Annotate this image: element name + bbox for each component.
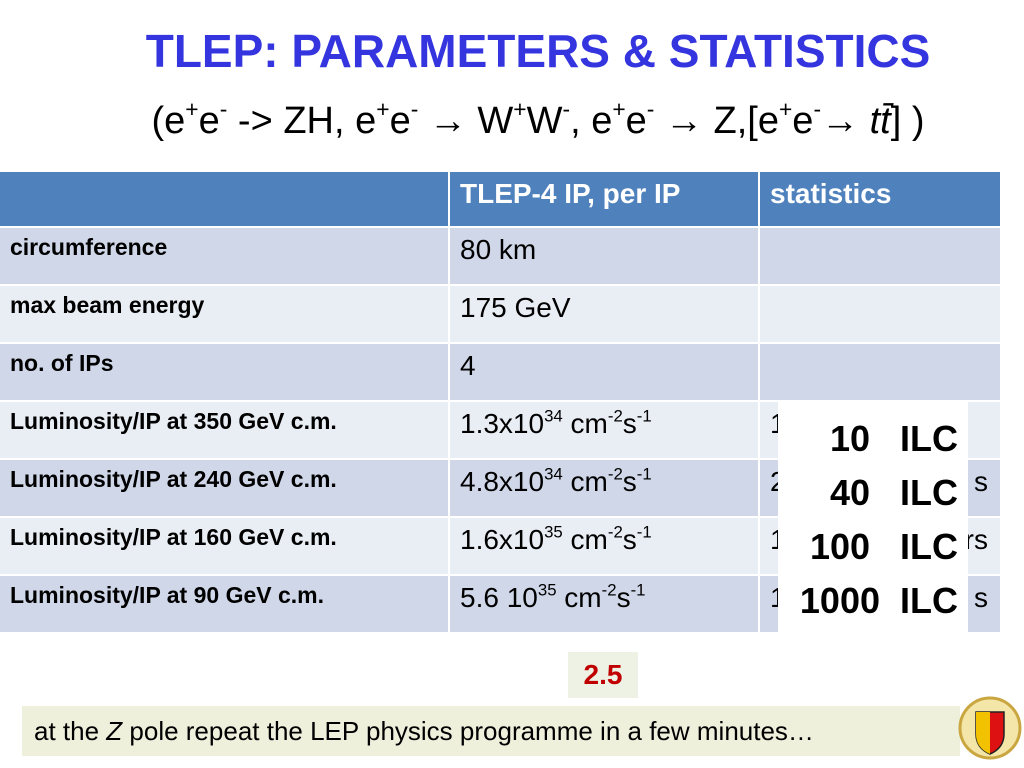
text-run: → W: [418, 100, 514, 142]
statistics-cell: [760, 286, 1000, 342]
text-run: (e: [151, 100, 186, 142]
overlay-line: 100 ILC: [809, 526, 958, 567]
superscript: 35: [544, 522, 563, 542]
value-cell: 4.8x1034 cm-2s-1: [450, 460, 758, 516]
text-run: → Z,[e: [654, 100, 779, 142]
superscript: -2: [601, 580, 617, 600]
superscript: -: [410, 96, 419, 123]
text-run: 1.3x10: [460, 408, 545, 439]
superscript: +: [513, 96, 527, 123]
row-label: max beam energy: [0, 286, 448, 342]
value-cell: 5.6 1035 cm-2s-1: [450, 576, 758, 632]
header-cell: TLEP-4 IP, per IP: [450, 172, 758, 226]
value-cell: 1.3x1034 cm-2s-1: [450, 402, 758, 458]
text-run: -> ZH, e: [227, 100, 377, 142]
text-run: s: [616, 582, 631, 613]
superscript: -2: [607, 522, 623, 542]
row-label: circumference: [0, 228, 448, 284]
text-run: cm: [562, 524, 608, 555]
superscript: +: [612, 96, 626, 123]
text-run: tt̄: [869, 100, 891, 142]
superscript: -1: [636, 522, 652, 542]
text-run: 4.8x10: [460, 466, 545, 497]
statistics-text: s: [974, 582, 988, 613]
superscript: +: [778, 96, 793, 123]
superscript: -2: [607, 464, 623, 484]
text-run: e: [198, 100, 220, 142]
row-label: Luminosity/IP at 160 GeV c.m.: [0, 518, 448, 574]
superscript: -: [219, 96, 228, 123]
text-run: cm: [562, 466, 608, 497]
text-run: 5.6 10: [460, 582, 538, 613]
text-run: cm: [562, 408, 608, 439]
superscript: -1: [630, 580, 646, 600]
value-cell: 80 km: [450, 228, 758, 284]
value-cell: 4: [450, 344, 758, 400]
statistics-cell: [760, 228, 1000, 284]
text-run: W: [526, 100, 563, 142]
title: TLEP: PARAMETERS & STATISTICS: [145, 25, 931, 77]
overlay-line: 1000 ILC: [799, 580, 958, 621]
superscript: -: [562, 96, 571, 123]
text-run: e: [792, 100, 814, 142]
text-run: at the: [34, 716, 107, 746]
row-label: Luminosity/IP at 90 GeV c.m.: [0, 576, 448, 632]
row-label: Luminosity/IP at 240 GeV c.m.: [0, 460, 448, 516]
superscript: 35: [537, 580, 557, 600]
superscript: 34: [544, 406, 563, 426]
superscript: +: [376, 96, 390, 123]
logo: [958, 696, 1022, 760]
value-cell: 1.6x1035 cm-2s-1: [450, 518, 758, 574]
superscript: -1: [636, 406, 652, 426]
overlay-line: 40 ILC: [829, 472, 958, 513]
text-run: 1.6x10: [460, 524, 545, 555]
row-label: Luminosity/IP at 350 GeV c.m.: [0, 402, 448, 458]
text-run: s: [622, 466, 637, 497]
superscript: -1: [636, 464, 652, 484]
statistics-cell: [760, 344, 1000, 400]
superscript: 34: [544, 464, 563, 484]
row-label: no. of IPs: [0, 344, 448, 400]
superscript: +: [185, 96, 199, 123]
text-run: ] ): [890, 100, 925, 142]
badge: 2.5: [568, 652, 638, 698]
value-cell: 175 GeV: [450, 286, 758, 342]
overlay-box: 10 ILC 40 ILC 100 ILC 1000 ILC: [778, 400, 968, 632]
superscript: -2: [607, 406, 623, 426]
overlay-line: 10 ILC: [829, 418, 958, 459]
superscript: -: [646, 96, 655, 123]
header-cell: statistics: [760, 172, 1000, 226]
text-run: e: [389, 100, 411, 142]
footer: at the Z pole repeat the LEP physics pro…: [22, 706, 960, 756]
text-run: s: [622, 524, 637, 555]
header-cell: [0, 172, 448, 226]
subtitle: (e+e- -> ZH, e+e- → W+W-, e+e- → Z,[e+e-…: [0, 98, 1024, 143]
text-run: e: [625, 100, 647, 142]
text-run: pole repeat the LEP physics programme in…: [122, 716, 814, 746]
text-run: , e: [570, 100, 613, 142]
text-run: Z: [106, 716, 123, 746]
statistics-text: rs: [964, 524, 988, 555]
text-run: s: [622, 408, 637, 439]
statistics-text: s: [974, 466, 988, 497]
superscript: -: [813, 96, 822, 123]
text-run: →: [821, 100, 870, 142]
text-run: cm: [556, 582, 602, 613]
